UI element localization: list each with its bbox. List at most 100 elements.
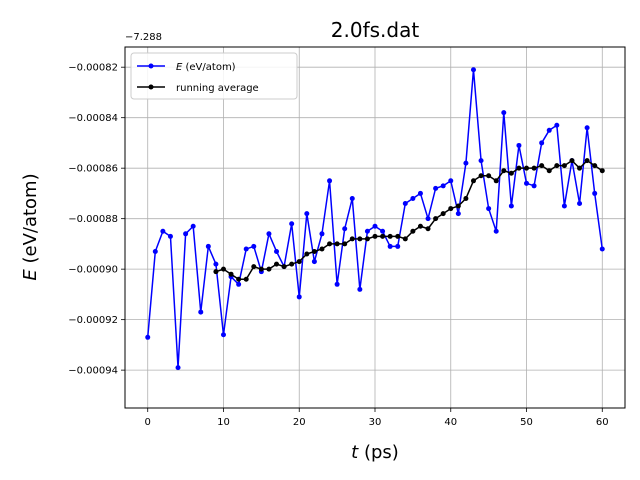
data-point-running-average [577,165,583,171]
data-point-running-average [455,203,461,209]
data-point-energy [274,248,280,254]
data-point-energy [501,110,507,116]
data-point-energy [364,228,370,234]
data-point-running-average [364,236,370,242]
data-point-energy [342,226,348,232]
data-point-energy [311,259,317,265]
x-axis-unit: (ps) [358,442,399,463]
data-point-running-average [258,266,264,272]
data-point-energy [463,160,469,166]
data-point-energy [425,216,431,222]
data-point-running-average [296,259,302,265]
data-point-running-average [387,233,393,239]
data-point-energy [236,281,242,287]
chart-title: 2.0fs.dat [331,18,420,42]
data-point-energy [531,183,537,189]
data-point-running-average [236,276,242,282]
data-point-running-average [440,211,446,217]
data-point-running-average [561,163,567,169]
data-point-running-average [402,236,408,242]
data-point-energy [417,190,423,196]
legend-label-energy: E (eV/atom) [176,62,236,73]
x-axis-title: t (ps) [351,442,399,463]
data-point-running-average [410,228,416,234]
y-tick-label: −0.00082 [68,63,118,74]
data-point-running-average [243,276,249,282]
data-point-energy [387,243,393,249]
ticks: 0 10 20 30 40 50 60 −0.00094 −0.00092 −0.00090 −0.… [68,63,608,428]
data-point-energy [243,246,249,252]
series-running-average [213,158,605,282]
data-point-energy [508,203,514,209]
data-point-running-average [372,233,378,239]
data-point-energy [410,195,416,201]
y-tick-label: −0.00084 [68,113,118,124]
y-tick-label: −0.00092 [68,315,118,326]
data-point-energy [546,127,552,133]
legend-marker-running-average [148,84,154,90]
legend-box [130,52,298,100]
data-point-running-average [220,266,226,272]
data-point-energy [213,261,219,267]
data-point-energy [448,178,454,184]
data-point-energy [296,294,302,300]
legend: E (eV/atom) running average [130,52,298,100]
data-point-running-average [281,264,287,270]
legend-marker-energy [148,63,154,69]
data-point-energy [599,246,605,252]
data-point-energy [516,142,522,148]
data-point-energy [561,203,567,209]
series-energy [145,67,605,371]
y-tick-label: −0.00090 [68,265,118,276]
data-point-energy [372,223,378,229]
data-point-energy [152,248,158,254]
data-point-running-average [584,158,590,164]
data-point-energy [220,332,226,338]
grid [125,47,625,408]
data-point-energy [327,178,333,184]
data-point-running-average [417,223,423,229]
data-point-running-average [554,163,560,169]
data-point-running-average [493,178,499,184]
series-layer [145,67,605,371]
data-point-energy [251,243,257,249]
data-point-running-average [569,158,575,164]
y-tick-label: −0.00086 [68,164,118,175]
data-point-energy [198,309,204,315]
data-point-running-average [319,246,325,252]
y-axis-variable: E [20,269,41,281]
data-point-running-average [425,226,431,232]
data-point-energy [577,201,583,207]
data-point-energy [592,190,598,196]
data-point-running-average [304,251,310,257]
data-point-running-average [289,261,295,267]
y-tick-label: −0.00094 [68,366,118,377]
data-point-energy [183,231,189,237]
data-point-energy [266,231,272,237]
data-point-running-average [516,165,522,171]
data-point-energy [380,228,386,234]
data-point-energy [167,233,173,239]
data-point-energy [190,223,196,229]
x-tick-label: 10 [217,417,230,428]
data-point-running-average [327,241,333,247]
x-tick-label: 40 [444,417,457,428]
y-offset-label: −7.288 [125,32,162,43]
x-tick-label: 30 [369,417,382,428]
data-point-running-average [334,241,340,247]
data-point-energy [319,231,325,237]
data-point-running-average [213,269,219,275]
data-point-running-average [592,163,598,169]
data-point-energy [433,185,439,191]
data-point-running-average [486,173,492,179]
data-point-energy [334,281,340,287]
data-point-running-average [599,168,605,174]
data-point-running-average [463,195,469,201]
data-point-energy [584,125,590,131]
data-point-energy [524,180,530,186]
data-point-running-average [478,173,484,179]
data-point-energy [395,243,401,249]
legend-energy-unit: (eV/atom) [182,62,235,73]
legend-energy-variable: E [176,62,183,73]
